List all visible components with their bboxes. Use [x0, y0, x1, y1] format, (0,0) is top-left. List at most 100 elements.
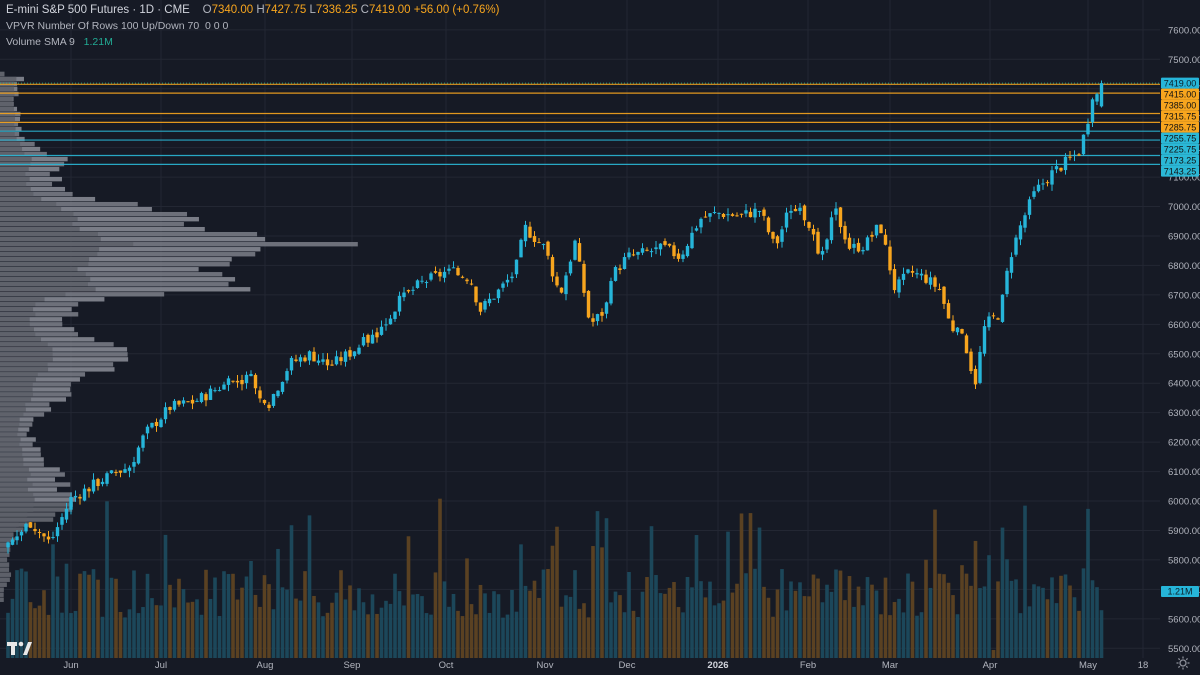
candle-body [307, 351, 312, 361]
candle-body [69, 496, 73, 510]
vpvr-bar-part [0, 86, 15, 92]
candle-body [960, 329, 964, 334]
candle-body [276, 390, 280, 397]
volume-bar [1095, 587, 1099, 658]
candle-body [393, 311, 397, 319]
volume-bar [577, 608, 582, 658]
volume-bar [213, 577, 217, 658]
candle-body [577, 243, 582, 262]
y-tick-label: 6900.00 [1168, 231, 1200, 242]
candle-body [928, 277, 933, 285]
candle-body [1005, 270, 1009, 295]
volume-profile [0, 71, 358, 602]
tradingview-logo-icon[interactable] [5, 633, 35, 663]
volume-bar [1063, 574, 1068, 658]
candle-body [1086, 123, 1090, 135]
candle-body [294, 359, 298, 361]
vpvr-bar [0, 332, 79, 337]
volume-bar [964, 573, 969, 658]
volume-bar [649, 526, 654, 658]
vpvr-legend[interactable]: VPVR Number Of Rows 100 Up/Down 70 0 0 0 [6, 20, 228, 32]
vpvr-bar [0, 247, 261, 252]
volume-bar [352, 610, 357, 658]
volume-bar [73, 610, 78, 658]
candle-body [834, 208, 838, 215]
candlesticks [6, 80, 1104, 554]
volume-bar [150, 598, 154, 658]
candle-body [892, 269, 897, 291]
symbol-title[interactable]: E-mini S&P 500 Futures · 1D · CME [6, 4, 190, 16]
candle-body [663, 241, 667, 245]
vpvr-bar [0, 477, 56, 482]
candle-body [330, 364, 334, 366]
volume-bar [469, 604, 474, 658]
volume-bar [771, 616, 775, 658]
candle-body [1072, 154, 1077, 156]
candle-body [213, 390, 217, 392]
volume-bar [555, 526, 559, 658]
candle-body [460, 276, 465, 278]
volume-bar [1086, 508, 1090, 658]
volume-bar [888, 615, 892, 658]
price-level-badge-bg [1161, 110, 1199, 122]
gear-icon[interactable] [1176, 656, 1190, 670]
volume-bar [276, 548, 280, 658]
candle-body [640, 248, 645, 253]
candle-body [825, 239, 829, 250]
candle-body [1041, 183, 1045, 185]
candle-body [55, 527, 60, 537]
candle-body [591, 318, 595, 322]
candle-body [312, 351, 316, 362]
volume-bar [870, 584, 874, 658]
y-tick-label: 6800.00 [1168, 261, 1200, 272]
candle-body [631, 254, 636, 256]
candle-body [510, 276, 514, 279]
candle-body [870, 234, 874, 237]
volume-bar [1072, 597, 1077, 658]
vpvr-bar [0, 252, 256, 257]
vpvr-bar-part [0, 462, 24, 467]
price-level-badge: 7143.25 [1164, 167, 1197, 177]
candle-body [397, 295, 402, 312]
vpvr-bar-part [0, 191, 34, 197]
candle-body [519, 239, 523, 258]
vpvr-bar [0, 191, 73, 197]
volume-legend[interactable]: Volume SMA 9 1.21M [6, 36, 113, 48]
candle-body [996, 318, 1000, 320]
vpvr-bar [0, 196, 96, 202]
candle-body [793, 208, 798, 212]
price-level-badge: 7385.00 [1164, 101, 1197, 111]
volume-bar [1050, 577, 1054, 658]
vpvr-bar-part [0, 146, 23, 152]
candle-body [465, 279, 469, 282]
candle-body [10, 539, 15, 545]
vpvr-bar-part [0, 357, 53, 362]
vpvr-bar-part [0, 176, 30, 182]
candle-body [568, 261, 573, 274]
volume-bar [384, 600, 388, 658]
volume-bar [937, 573, 942, 658]
candle-body [285, 371, 289, 381]
vpvr-bar-part [0, 257, 90, 262]
volume-bar [348, 585, 352, 658]
vpvr-bar [0, 287, 251, 292]
candle-body [586, 290, 591, 318]
vpvr-bar-part [0, 312, 36, 317]
candle-body [703, 216, 708, 218]
volume-bar [843, 600, 847, 658]
time-axis[interactable]: Jun Jul Aug Sep Oct Nov Dec 2026 Feb Mar Apr May 18 [63, 660, 1148, 671]
candle-body [379, 326, 384, 335]
candle-body [492, 298, 496, 300]
candle-body [645, 249, 649, 251]
candle-body [942, 286, 946, 304]
candle-body [195, 400, 199, 402]
x-tick-label: Jul [155, 660, 167, 671]
volume-bar [982, 586, 987, 658]
volume-bar [1077, 610, 1081, 658]
symbol-legend[interactable]: E-mini S&P 500 Futures · 1D · CME O7340.… [6, 4, 499, 16]
volume-bar [775, 589, 780, 658]
vpvr-bar-part [0, 342, 48, 347]
vpvr-bar-part [0, 196, 42, 202]
candle-body [249, 373, 253, 377]
